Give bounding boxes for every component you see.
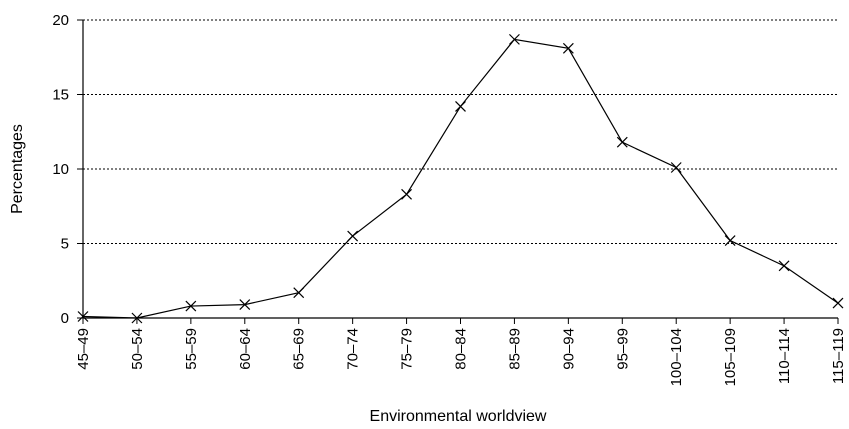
x-ticks: 45–49 50–54 55–59 60–64 65–69 70–74 75–79 80–84…: [75, 318, 847, 386]
data-point-marker: [239, 299, 251, 311]
y-tick-label: 15: [52, 87, 69, 104]
y-tick-label: 10: [52, 161, 69, 178]
data-point-marker: [724, 235, 736, 246]
y-ticks: 0 5 10 15 20: [52, 12, 83, 327]
y-tick-label: 5: [61, 236, 69, 253]
x-tick-label: 60–64: [237, 328, 254, 370]
x-tick-label: 80–84: [453, 328, 470, 370]
data-point-marker: [778, 260, 790, 272]
x-tick-label: 65–69: [291, 328, 308, 370]
x-tick-label: 105–109: [722, 328, 739, 386]
data-point-marker: [616, 136, 628, 148]
x-tick-label: 90–94: [560, 328, 577, 370]
y-axis-title: Percentages: [9, 124, 26, 214]
data-point-marker: [670, 162, 682, 173]
data-point-marker: [562, 42, 574, 54]
x-tick-label: 75–79: [399, 328, 416, 370]
data-point-marker: [185, 300, 197, 312]
y-tick-label: 0: [61, 310, 69, 327]
x-tick-label: 110–114: [776, 328, 793, 384]
x-tick-label: 70–74: [345, 328, 362, 370]
data-point-marker: [832, 297, 844, 309]
gridlines: [83, 19, 838, 244]
series-percentages: [77, 33, 844, 324]
x-tick-label: 50–54: [129, 328, 146, 370]
x-tick-label: 115–119: [830, 328, 847, 384]
series-line: [82, 38, 839, 319]
x-tick-label: 85–89: [506, 328, 523, 370]
x-tick-label: 55–59: [183, 328, 200, 370]
data-point-marker: [293, 287, 305, 299]
data-point-marker: [77, 311, 89, 322]
x-tick-label: 95–99: [614, 328, 631, 370]
x-tick-label: 45–49: [75, 328, 92, 370]
data-point-marker: [455, 100, 466, 112]
y-tick-label: 20: [52, 12, 69, 29]
x-tick-label: 100–104: [668, 328, 685, 386]
x-axis-title: Environmental worldview: [370, 408, 547, 425]
data-point-marker: [347, 230, 359, 242]
data-point-marker: [131, 312, 143, 324]
data-point-marker: [401, 188, 412, 200]
data-point-marker: [509, 33, 520, 45]
